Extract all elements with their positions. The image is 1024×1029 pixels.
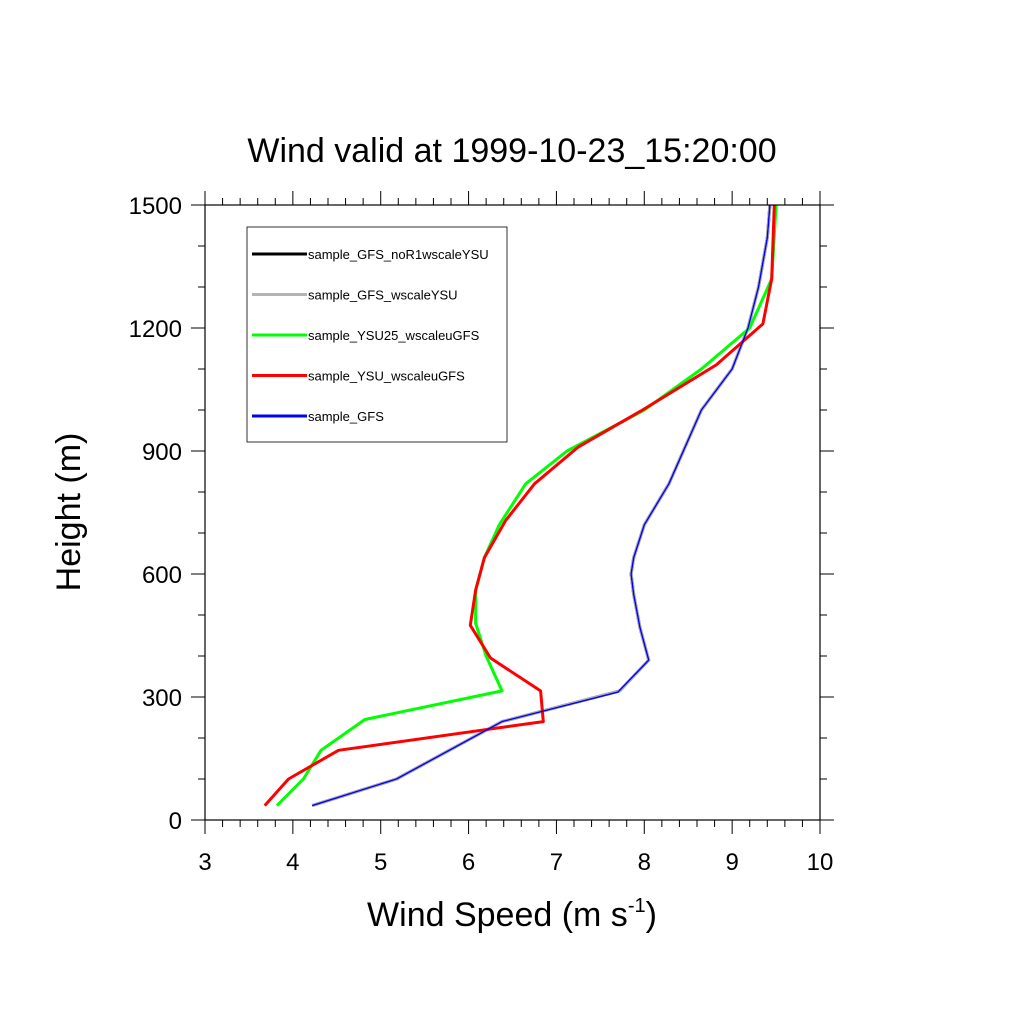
legend: sample_GFS_noR1wscaleYSU sample_GFS_wscal… (246, 226, 508, 443)
legend-label: sample_GFS_noR1wscaleYSU (308, 247, 489, 262)
x-tick-label: 3 (198, 849, 211, 876)
y-tick-label: 300 (142, 685, 182, 712)
legend-label: sample_GFS_wscaleYSU (308, 288, 458, 303)
legend-label: sample_YSU25_wscaleuGFS (308, 328, 480, 343)
y-tick-label: 0 (169, 808, 182, 835)
x-tick-label: 9 (725, 849, 738, 876)
plot-frame (204, 204, 821, 821)
x-axis-label-suffix: ) (646, 896, 657, 934)
y-tick-label: 1200 (129, 316, 182, 343)
series-layer (263, 204, 778, 808)
chart-title: Wind valid at 1999-10-23_15:20:00 (247, 132, 776, 170)
y-tick-label: 1500 (129, 193, 182, 220)
axes-layer: 3 4 5 6 7 8 9 10 0 300 600 900 1200 1500 (129, 191, 834, 876)
series-line-5 (311, 204, 771, 807)
legend-label: sample_GFS (308, 409, 384, 424)
y-tick-label: 900 (142, 439, 182, 466)
x-tick-label: 7 (550, 849, 563, 876)
series-line-4 (263, 204, 776, 807)
legend-label: sample_YSU_wscaleuGFS (308, 369, 465, 384)
x-tick-label: 10 (807, 849, 834, 876)
x-tick-label: 8 (638, 849, 651, 876)
x-tick-label: 5 (374, 849, 387, 876)
y-tick-label: 600 (142, 562, 182, 589)
y-axis-label: Height (m) (50, 433, 88, 592)
x-axis-label: Wind Speed (m s-1) (367, 895, 657, 934)
x-axis-label-base: Wind Speed (m s (367, 896, 628, 934)
x-axis-label-superscript: -1 (628, 895, 646, 917)
x-tick-label: 6 (462, 849, 475, 876)
x-tick-label: 4 (286, 849, 299, 876)
